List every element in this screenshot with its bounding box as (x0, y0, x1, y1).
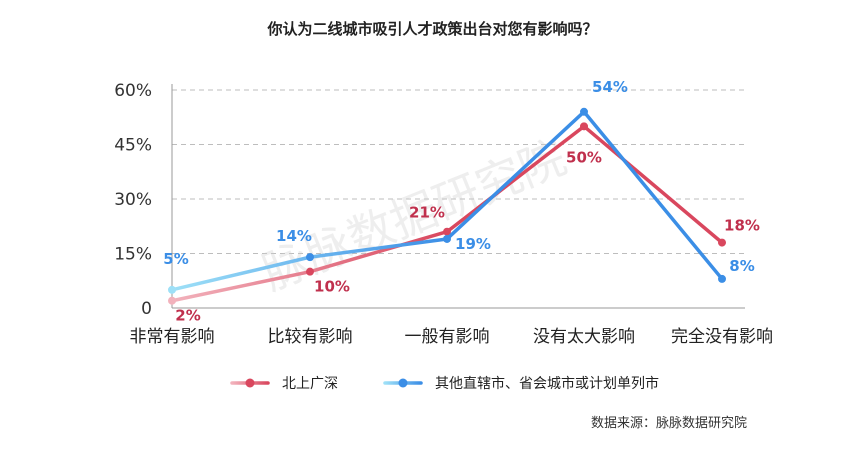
data-label: 50% (566, 148, 602, 166)
data-label: 18% (724, 217, 760, 235)
x-tick-label: 没有太大影响 (533, 327, 635, 347)
legend: 北上广深 其他直辖市、省会城市或计划单列市 (230, 375, 659, 392)
x-tick-label: 一般有影响 (405, 327, 490, 347)
data-label: 19% (455, 235, 491, 253)
legend-item-2: 其他直辖市、省会城市或计划单列市 (383, 375, 659, 392)
data-point (168, 285, 176, 294)
x-tick-label: 非常有影响 (130, 327, 215, 347)
legend-marker (398, 378, 408, 388)
series: 2% 10% 21% 50% 18% 5% 14% 19% 54% 8% (163, 78, 760, 325)
x-tick-label: 比较有影响 (268, 327, 353, 347)
x-tick-label: 完全没有影响 (671, 327, 773, 347)
data-point (168, 296, 176, 305)
data-label: 14% (276, 227, 312, 245)
data-point (580, 107, 588, 116)
data-label: 8% (729, 257, 754, 275)
data-point (306, 267, 314, 276)
gridlines (172, 89, 745, 254)
legend-item-1: 北上广深 (230, 376, 338, 392)
legend-marker (245, 378, 255, 388)
data-point (718, 274, 726, 283)
data-label: 54% (592, 78, 628, 96)
data-label: 10% (314, 278, 350, 296)
data-point (443, 234, 451, 243)
data-label: 21% (409, 204, 445, 222)
legend-label: 北上广深 (282, 376, 338, 392)
data-point (580, 122, 588, 131)
data-label: 5% (163, 250, 188, 268)
legend-label: 其他直辖市、省会城市或计划单列市 (435, 375, 659, 392)
data-point (718, 238, 726, 247)
y-tick-label: 0 (141, 299, 152, 319)
data-label: 2% (175, 307, 200, 325)
chart-title: 你认为二线城市吸引人才政策出台对您有影响吗？ (267, 20, 598, 38)
data-point (306, 253, 314, 262)
y-tick-label: 45% (114, 136, 152, 156)
series-2: 5% 14% 19% 54% 8% (163, 78, 755, 294)
source-note: 数据来源：脉脉数据研究院 (590, 416, 747, 431)
y-tick-label: 15% (114, 245, 152, 265)
y-tick-label: 30% (114, 190, 152, 210)
axes: 0 15% 30% 45% 60% 非常有影响 比较有影响 一般有影响 没有太大影响 完全没有影响 (114, 81, 773, 347)
y-tick-label: 60% (114, 81, 152, 101)
data-point (443, 227, 451, 236)
